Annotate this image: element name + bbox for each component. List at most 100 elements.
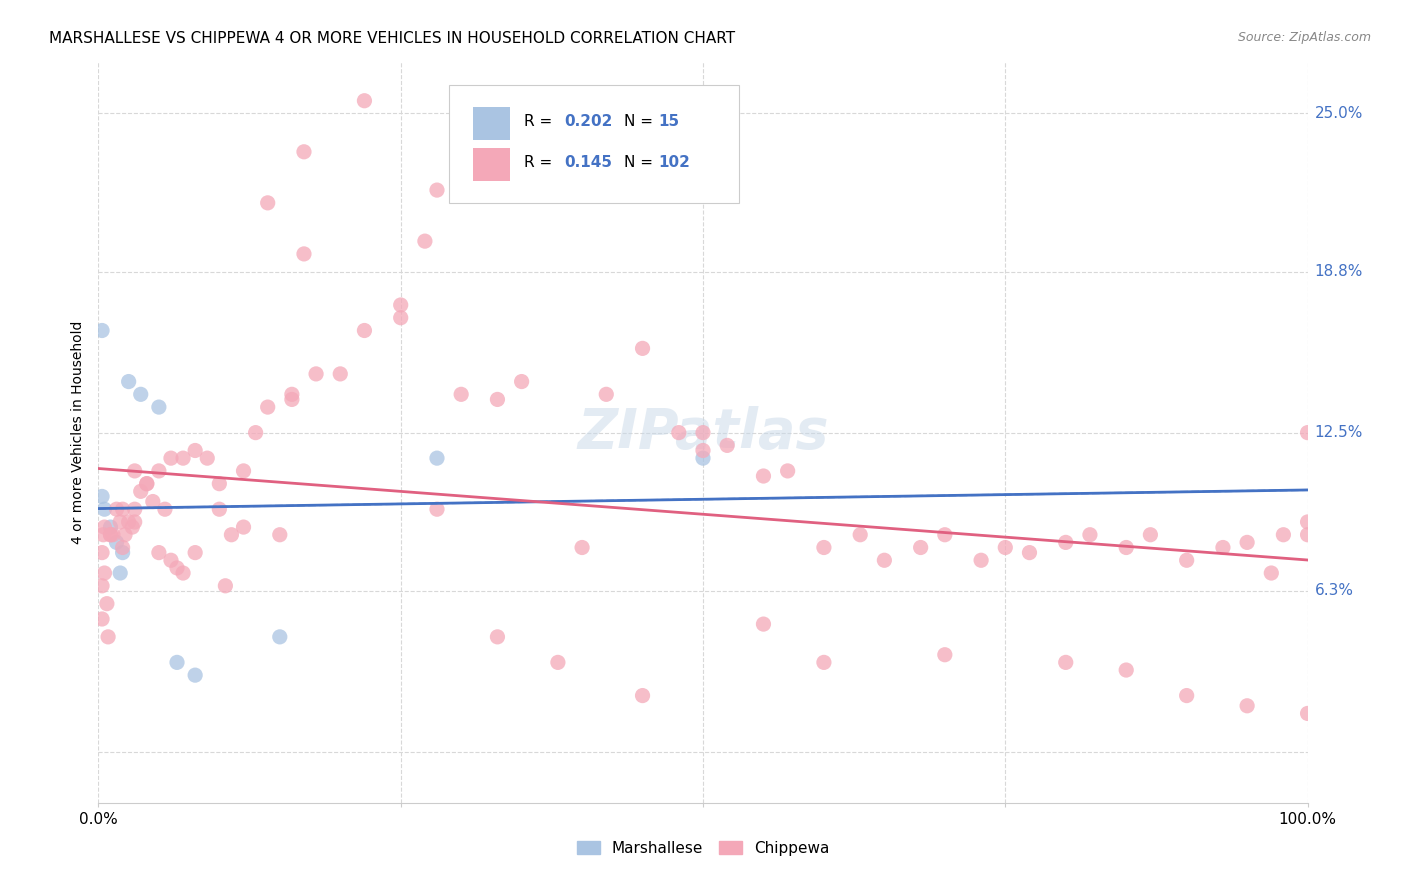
Point: [389, 298, 412, 312]
Point: [91, 324, 114, 338]
Point: [105, 535, 128, 549]
Text: MARSHALLESE VS CHIPPEWA 4 OR MORE VEHICLES IN HOUSEHOLD CORRELATION CHART: MARSHALLESE VS CHIPPEWA 4 OR MORE VEHICL…: [49, 31, 735, 46]
Point: [124, 464, 146, 478]
Point: [292, 145, 315, 159]
Point: [1296, 425, 1319, 440]
Point: [716, 438, 738, 452]
FancyBboxPatch shape: [474, 147, 509, 181]
Point: [1054, 535, 1077, 549]
Point: [849, 527, 872, 541]
Point: [221, 527, 243, 541]
Point: [184, 546, 207, 560]
Point: [91, 612, 114, 626]
Point: [100, 520, 122, 534]
Point: [153, 502, 176, 516]
Point: [510, 375, 533, 389]
Text: 102: 102: [658, 155, 690, 169]
Point: [96, 597, 118, 611]
Point: [135, 476, 157, 491]
Point: [305, 367, 328, 381]
Point: [934, 648, 956, 662]
Point: [353, 324, 375, 338]
Point: [426, 451, 449, 466]
Point: [101, 527, 124, 541]
Point: [994, 541, 1017, 555]
Point: [353, 94, 375, 108]
Point: [184, 668, 207, 682]
Point: [135, 476, 157, 491]
Point: [692, 451, 714, 466]
Point: [486, 392, 509, 407]
Point: [1054, 656, 1077, 670]
Point: [93, 520, 115, 534]
Point: [256, 195, 278, 210]
Point: [93, 502, 115, 516]
Text: Source: ZipAtlas.com: Source: ZipAtlas.com: [1237, 31, 1371, 45]
Point: [232, 464, 254, 478]
Text: 12.5%: 12.5%: [1315, 425, 1362, 440]
Point: [1175, 553, 1198, 567]
Point: [195, 451, 218, 466]
Point: [1018, 546, 1040, 560]
Point: [595, 387, 617, 401]
Point: [172, 566, 194, 580]
Point: [100, 527, 122, 541]
Point: [292, 247, 315, 261]
Text: 0.202: 0.202: [564, 114, 613, 129]
Point: [129, 387, 152, 401]
Point: [692, 425, 714, 440]
Text: R =: R =: [524, 155, 557, 169]
Point: [413, 234, 436, 248]
Point: [547, 656, 569, 670]
Point: [118, 515, 141, 529]
Text: 18.8%: 18.8%: [1315, 264, 1362, 279]
Point: [129, 484, 152, 499]
Point: [426, 183, 449, 197]
Point: [118, 375, 141, 389]
Point: [752, 617, 775, 632]
Text: 25.0%: 25.0%: [1315, 106, 1362, 121]
Point: [281, 392, 304, 407]
Point: [148, 464, 170, 478]
Text: 15: 15: [658, 114, 679, 129]
Point: [184, 443, 207, 458]
Point: [970, 553, 993, 567]
Text: N =: N =: [624, 155, 658, 169]
Point: [108, 566, 131, 580]
Point: [1236, 535, 1258, 549]
Point: [91, 490, 114, 504]
Text: N =: N =: [624, 114, 658, 129]
Point: [776, 464, 799, 478]
Point: [208, 502, 231, 516]
Point: [214, 579, 236, 593]
Point: [105, 502, 128, 516]
Point: [1115, 663, 1137, 677]
Point: [1296, 706, 1319, 721]
Text: R =: R =: [524, 114, 557, 129]
Point: [97, 630, 120, 644]
Text: 6.3%: 6.3%: [1315, 583, 1354, 599]
Point: [166, 561, 188, 575]
Point: [1078, 527, 1101, 541]
Point: [245, 425, 267, 440]
Point: [752, 469, 775, 483]
Point: [111, 502, 134, 516]
Point: [571, 541, 593, 555]
Point: [1236, 698, 1258, 713]
Point: [160, 553, 183, 567]
FancyBboxPatch shape: [449, 85, 740, 203]
Point: [631, 689, 654, 703]
Point: [1115, 541, 1137, 555]
Point: [1296, 527, 1319, 541]
Point: [172, 451, 194, 466]
Point: [450, 387, 472, 401]
Point: [692, 443, 714, 458]
Point: [124, 502, 146, 516]
Point: [389, 310, 412, 325]
Point: [142, 494, 165, 508]
Point: [1296, 515, 1319, 529]
Point: [910, 541, 932, 555]
Point: [93, 566, 115, 580]
Point: [91, 527, 114, 541]
Point: [426, 502, 449, 516]
